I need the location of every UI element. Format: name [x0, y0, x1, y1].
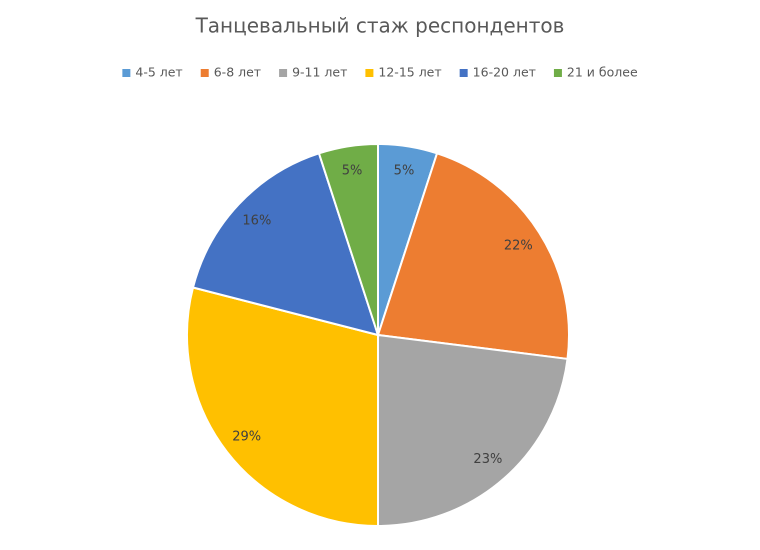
pie-slice: [186, 286, 379, 528]
legend-label: 9-11 лет: [292, 65, 347, 80]
data-label: 16%: [242, 214, 271, 229]
legend-swatch: [459, 69, 468, 77]
legend-swatch: [553, 69, 562, 77]
pie-slice: [191, 152, 380, 337]
pie-slice: [376, 152, 570, 361]
legend-swatch: [200, 69, 209, 77]
data-label: 23%: [473, 452, 502, 467]
legend-label: 16-20 лет: [473, 65, 536, 80]
data-label: 5%: [394, 163, 415, 178]
chart-title: Танцевальный стаж респондентов: [195, 14, 565, 38]
data-label: 29%: [232, 429, 261, 444]
data-label: 5%: [342, 163, 363, 178]
legend-label: 21 и более: [567, 65, 638, 80]
legend-label: 4-5 лет: [135, 65, 182, 80]
legend: 4-5 лет 6-8 лет 9-11 лет 12-15 лет 16-20 лет…: [122, 65, 638, 80]
pie-slice: [377, 333, 569, 528]
data-label: 22%: [504, 238, 533, 253]
legend-swatch: [122, 69, 131, 77]
legend-swatch: [365, 69, 374, 77]
legend-label: 12-15 лет: [378, 65, 441, 80]
legend-swatch: [279, 69, 288, 77]
legend-label: 6-8 лет: [214, 65, 261, 80]
pie-slice: [317, 142, 379, 336]
